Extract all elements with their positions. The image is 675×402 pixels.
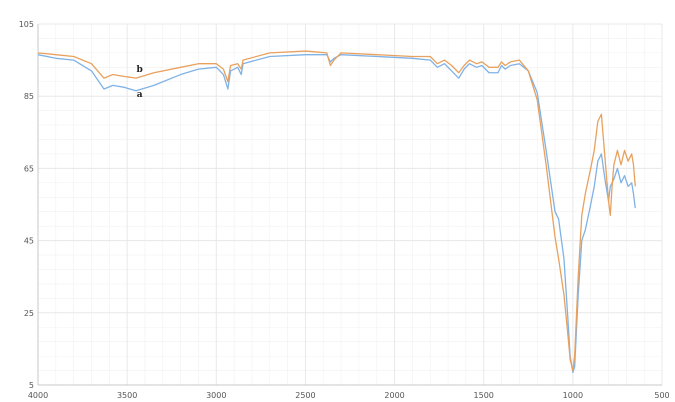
series-lines bbox=[37, 50, 636, 374]
series-label-b: b bbox=[136, 65, 142, 75]
y-tick-label: 105 bbox=[19, 20, 34, 29]
x-tick-label: 2500 bbox=[295, 391, 315, 400]
series-line-a bbox=[37, 54, 636, 374]
y-tick-labels: 105 85 65 45 25 5 bbox=[19, 20, 34, 390]
axes bbox=[37, 24, 662, 386]
x-tick-label: 1000 bbox=[563, 391, 583, 400]
series-line-b bbox=[37, 50, 636, 372]
x-tick-labels: 4000 3500 3000 2500 2000 1500 1000 500 bbox=[28, 391, 670, 400]
x-tick-label: 4000 bbox=[28, 391, 48, 400]
x-tick-label: 2000 bbox=[384, 391, 404, 400]
x-tick-label: 3000 bbox=[206, 391, 226, 400]
y-tick-label: 5 bbox=[29, 381, 34, 390]
x-tick-label: 500 bbox=[654, 391, 669, 400]
series-labels: ab bbox=[136, 65, 142, 100]
y-tick-label: 65 bbox=[24, 164, 34, 173]
x-tick-label: 1500 bbox=[474, 391, 494, 400]
y-tick-label: 85 bbox=[24, 92, 34, 101]
y-tick-label: 25 bbox=[24, 309, 34, 318]
x-tick-label: 3500 bbox=[117, 391, 137, 400]
y-tick-label: 45 bbox=[24, 237, 34, 246]
major-gridlines bbox=[37, 23, 663, 386]
series-label-a: a bbox=[137, 90, 143, 100]
